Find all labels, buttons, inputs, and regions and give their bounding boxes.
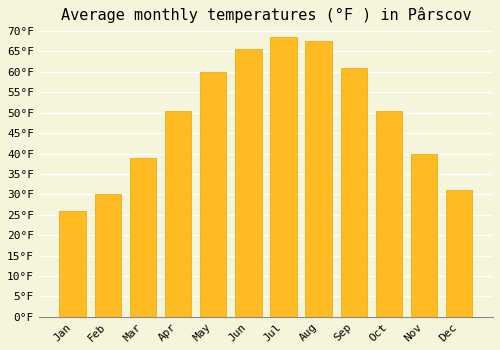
Bar (446, 190, 472, 317)
Title: Average monthly temperatures (°F ) in Pârscov: Average monthly temperatures (°F ) in Pâ… (60, 7, 471, 23)
Bar (165, 111, 191, 317)
Bar (94, 194, 121, 317)
Bar (60, 211, 86, 317)
Bar (306, 41, 332, 317)
Bar (235, 49, 262, 317)
Bar (270, 37, 296, 317)
Bar (411, 154, 438, 317)
Bar (340, 68, 367, 317)
Bar (376, 111, 402, 317)
Bar (130, 158, 156, 317)
Bar (200, 72, 226, 317)
